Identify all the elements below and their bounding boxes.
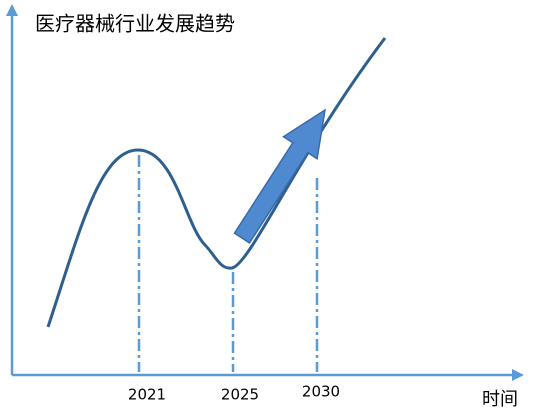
- growth-arrow: [233, 108, 327, 244]
- marker-label: 2021: [128, 386, 166, 404]
- x-axis-arrow: [512, 369, 524, 381]
- x-axis-label: 时间: [482, 389, 518, 410]
- trend-curve: [46, 37, 387, 328]
- y-axis-arrow: [6, 4, 18, 16]
- title: 医疗器械行业发展趋势: [35, 12, 235, 36]
- marker-label: 2025: [221, 386, 259, 404]
- marker-label: 2030: [302, 383, 340, 401]
